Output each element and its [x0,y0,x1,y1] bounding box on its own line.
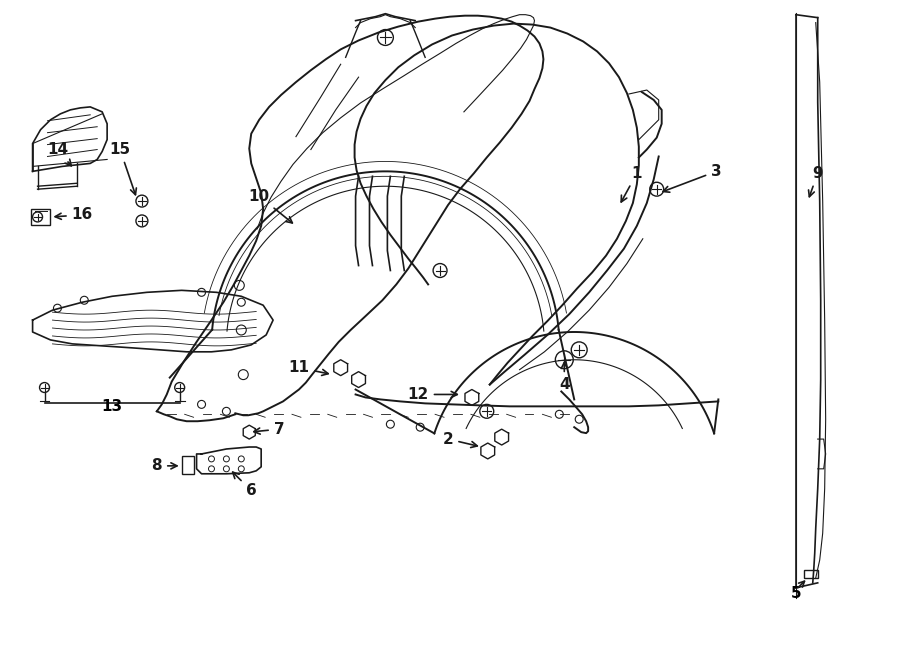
Text: 6: 6 [233,472,256,498]
Text: 10: 10 [248,188,292,223]
Text: 12: 12 [408,387,457,402]
Text: 8: 8 [151,458,177,473]
Text: 15: 15 [110,142,137,195]
Bar [182,456,194,474]
Text: 13: 13 [102,399,122,414]
Text: 1: 1 [621,166,642,202]
Bar [31,209,50,225]
Text: 16: 16 [55,208,93,223]
Text: 9: 9 [808,166,823,197]
Text: 11: 11 [288,360,328,375]
Text: 3: 3 [663,164,722,192]
Text: 14: 14 [47,142,71,166]
Bar [804,570,818,578]
Text: 4: 4 [559,362,570,392]
Text: 5: 5 [790,586,801,601]
Text: 7: 7 [254,422,284,437]
Text: 2: 2 [443,432,477,447]
